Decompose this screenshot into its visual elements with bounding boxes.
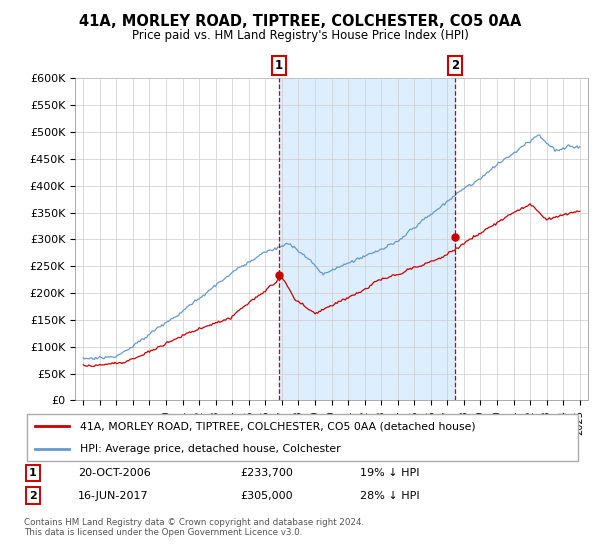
Text: Price paid vs. HM Land Registry's House Price Index (HPI): Price paid vs. HM Land Registry's House … bbox=[131, 29, 469, 42]
Text: HPI: Average price, detached house, Colchester: HPI: Average price, detached house, Colc… bbox=[80, 444, 340, 454]
Text: 2: 2 bbox=[451, 59, 459, 72]
Text: 1: 1 bbox=[274, 59, 283, 72]
Text: £305,000: £305,000 bbox=[240, 491, 293, 501]
Text: 28% ↓ HPI: 28% ↓ HPI bbox=[360, 491, 419, 501]
FancyBboxPatch shape bbox=[27, 414, 578, 461]
Text: Contains HM Land Registry data © Crown copyright and database right 2024.
This d: Contains HM Land Registry data © Crown c… bbox=[24, 518, 364, 538]
Text: £233,700: £233,700 bbox=[240, 468, 293, 478]
Text: 41A, MORLEY ROAD, TIPTREE, COLCHESTER, CO5 0AA (detached house): 41A, MORLEY ROAD, TIPTREE, COLCHESTER, C… bbox=[80, 421, 475, 431]
Text: 19% ↓ HPI: 19% ↓ HPI bbox=[360, 468, 419, 478]
Text: 1: 1 bbox=[29, 468, 37, 478]
Bar bbox=[278, 78, 455, 400]
Text: 2: 2 bbox=[29, 491, 37, 501]
Text: 41A, MORLEY ROAD, TIPTREE, COLCHESTER, CO5 0AA: 41A, MORLEY ROAD, TIPTREE, COLCHESTER, C… bbox=[79, 14, 521, 29]
Text: 16-JUN-2017: 16-JUN-2017 bbox=[78, 491, 149, 501]
Text: 20-OCT-2006: 20-OCT-2006 bbox=[78, 468, 151, 478]
